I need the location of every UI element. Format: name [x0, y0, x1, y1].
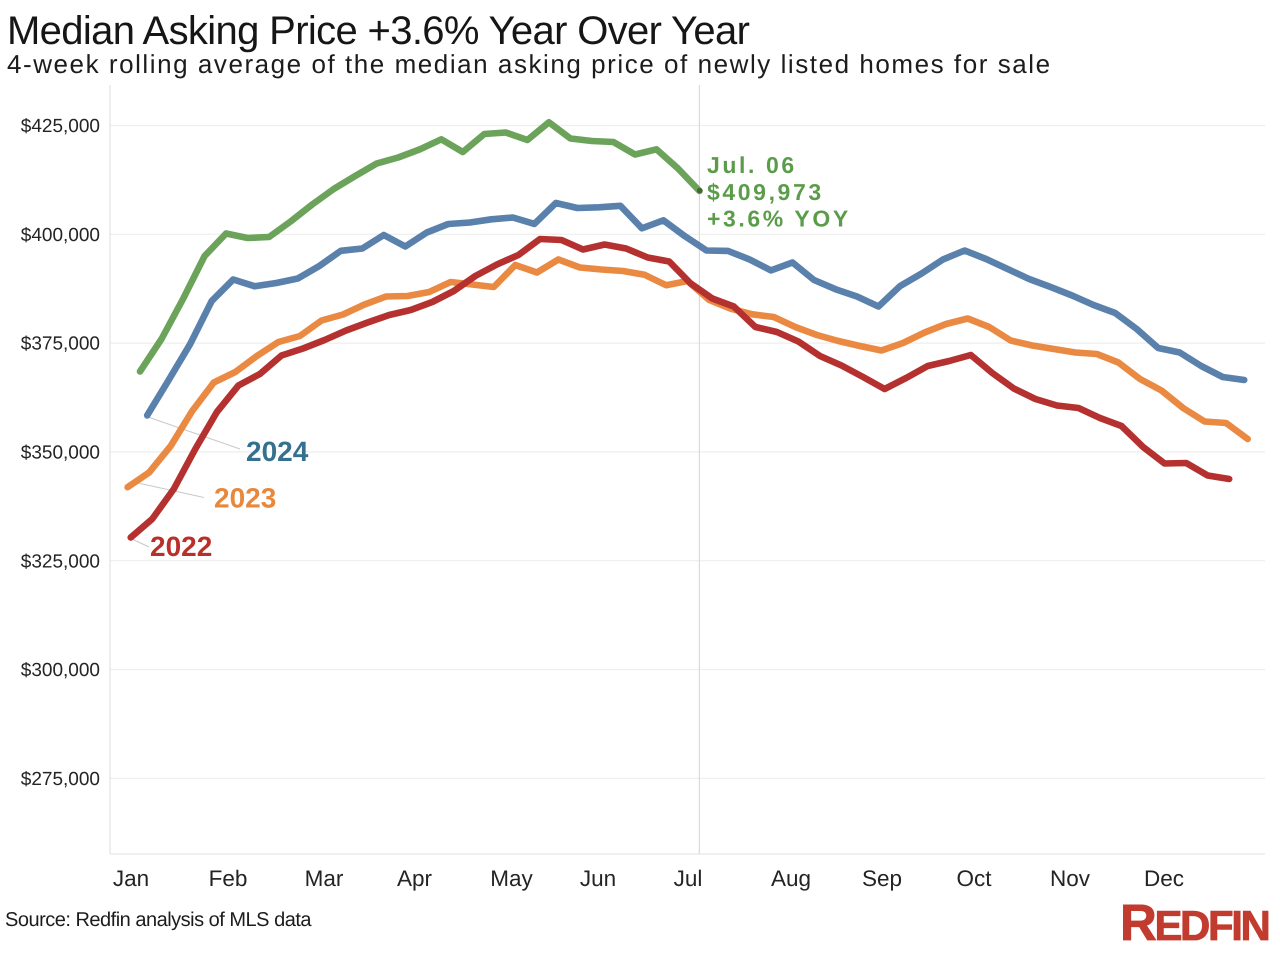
svg-text:Apr: Apr: [397, 866, 433, 891]
svg-text:Mar: Mar: [305, 866, 344, 891]
svg-text:REDFIN: REDFIN: [1120, 894, 1269, 951]
svg-text:+3.6% YOY: +3.6% YOY: [707, 206, 851, 232]
svg-text:Jan: Jan: [113, 866, 149, 891]
svg-text:Sep: Sep: [862, 866, 902, 891]
svg-text:2023: 2023: [214, 483, 276, 514]
svg-text:Nov: Nov: [1050, 866, 1091, 891]
svg-text:Jul: Jul: [674, 866, 703, 891]
svg-text:Oct: Oct: [956, 866, 992, 891]
svg-text:2024: 2024: [246, 436, 309, 467]
svg-text:$300,000: $300,000: [21, 660, 100, 681]
svg-text:Source: Redfin analysis of MLS: Source: Redfin analysis of MLS data: [5, 909, 312, 931]
svg-text:Feb: Feb: [209, 866, 248, 891]
svg-text:4-week rolling average of the: 4-week rolling average of the median ask…: [7, 49, 1052, 79]
svg-text:Dec: Dec: [1144, 866, 1184, 891]
svg-text:$325,000: $325,000: [21, 551, 100, 572]
svg-text:$350,000: $350,000: [21, 443, 100, 464]
svg-text:Jul. 06: Jul. 06: [707, 152, 797, 178]
svg-text:May: May: [490, 866, 533, 891]
svg-text:$425,000: $425,000: [21, 116, 100, 137]
svg-text:$275,000: $275,000: [21, 769, 100, 790]
svg-text:Aug: Aug: [771, 866, 811, 891]
svg-text:$400,000: $400,000: [21, 225, 100, 246]
svg-text:$409,973: $409,973: [707, 179, 824, 205]
svg-text:2022: 2022: [150, 531, 212, 562]
svg-text:Jun: Jun: [580, 866, 616, 891]
svg-text:$375,000: $375,000: [21, 334, 100, 355]
svg-text:Median Asking Price +3.6% Year: Median Asking Price +3.6% Year Over Year: [7, 9, 750, 53]
